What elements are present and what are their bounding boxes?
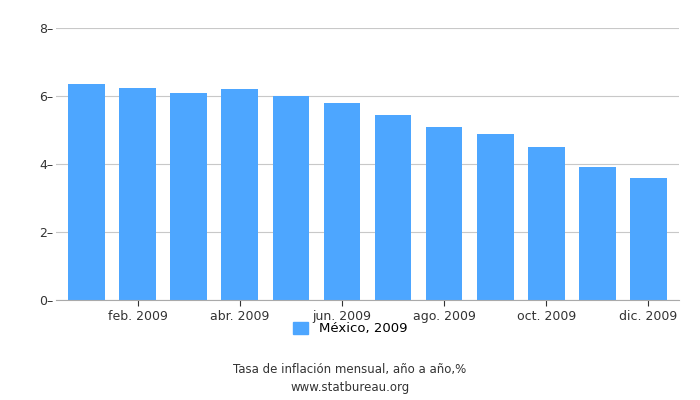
Bar [579,167,616,300]
Bar [374,115,412,300]
Bar [119,88,156,300]
Bar [630,178,666,300]
Text: www.statbureau.org: www.statbureau.org [290,382,410,394]
Bar [170,93,207,300]
Bar [477,134,514,300]
Bar [528,147,565,300]
Bar [272,96,309,300]
Bar [221,88,258,300]
Bar [323,104,360,300]
Bar [69,84,105,300]
Bar [426,127,463,300]
Legend: México, 2009: México, 2009 [293,322,407,336]
Text: Tasa de inflación mensual, año a año,%: Tasa de inflación mensual, año a año,% [233,364,467,376]
